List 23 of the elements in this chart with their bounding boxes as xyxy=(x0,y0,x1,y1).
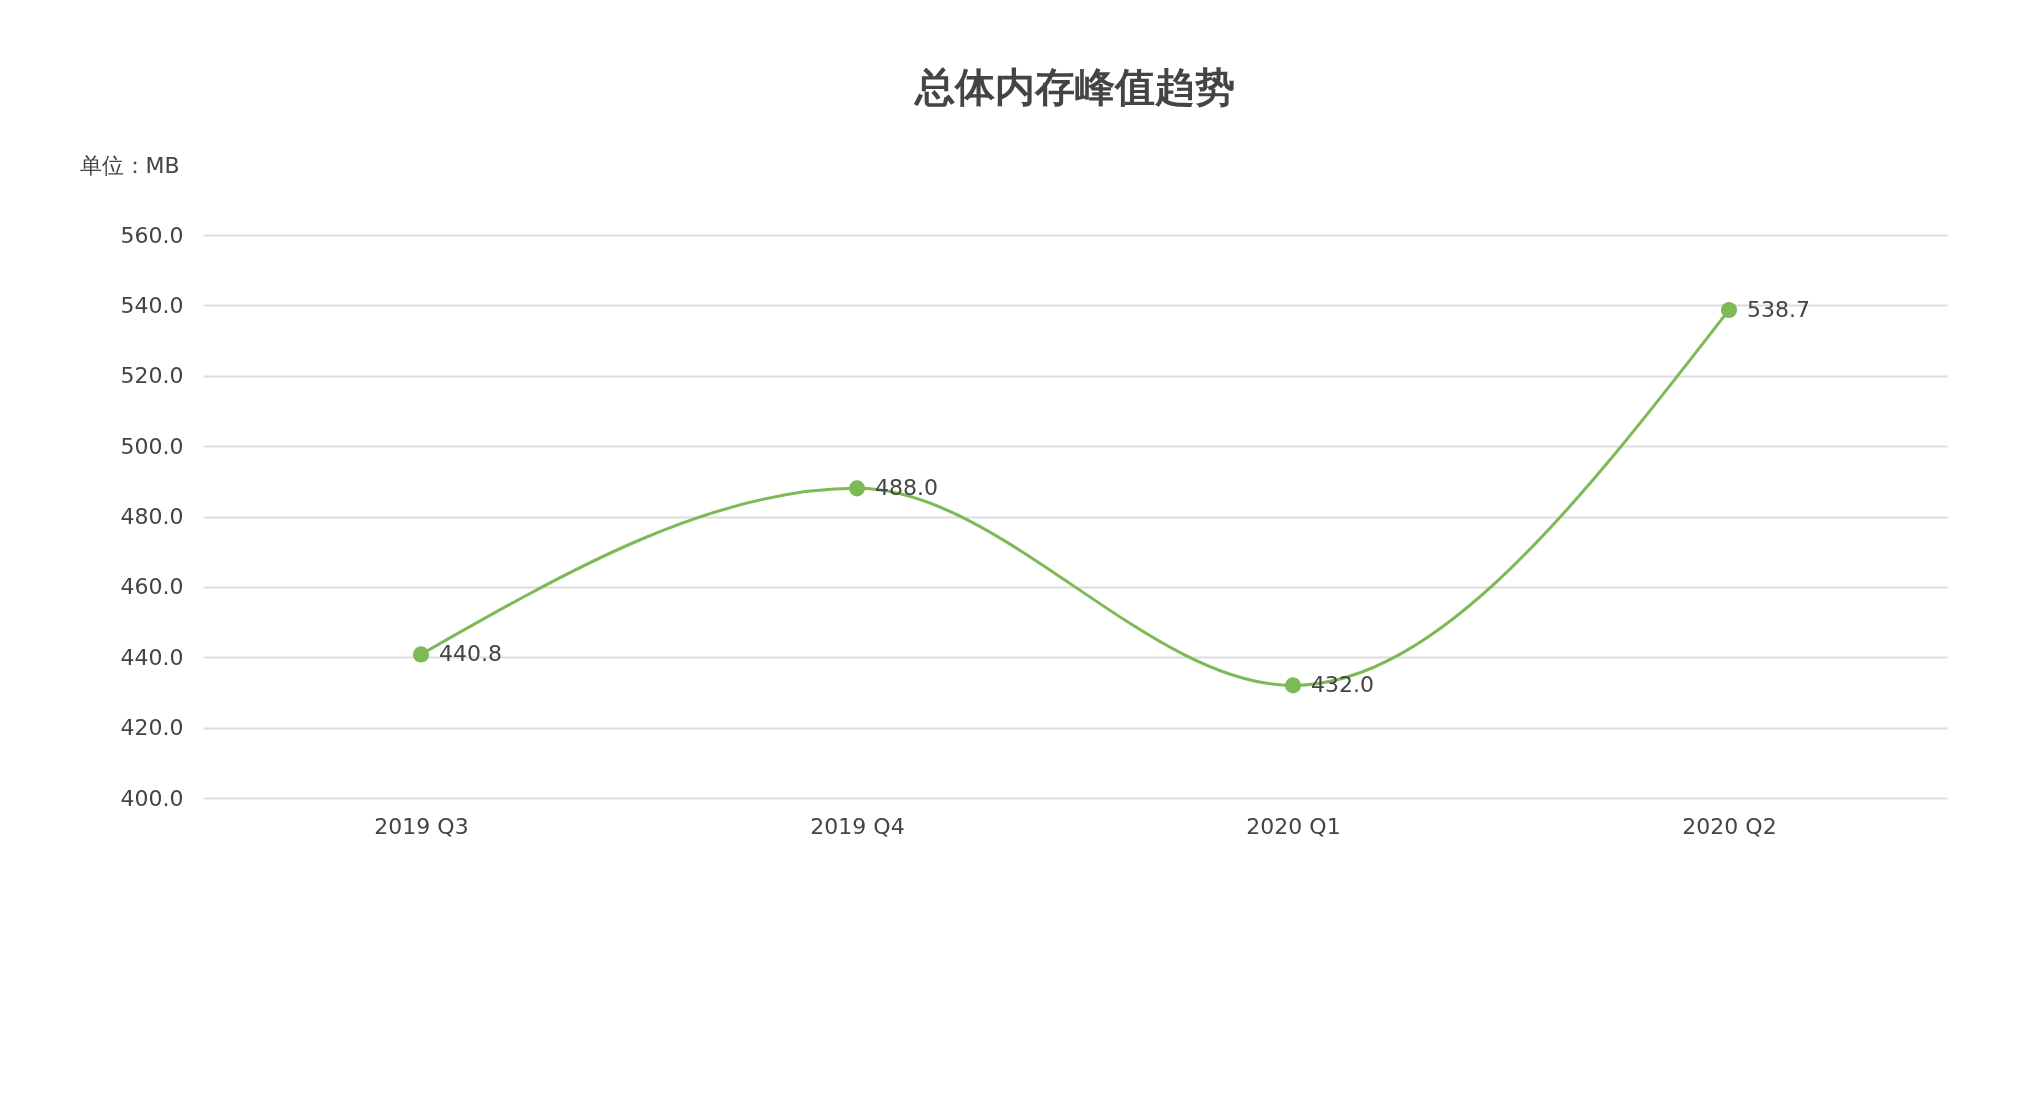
x-tick-label: 2019 Q4 xyxy=(810,813,905,839)
point xyxy=(848,480,866,497)
x-tick-label: 2019 Q3 xyxy=(374,813,469,839)
text: 538.7 xyxy=(1747,296,1810,322)
text: 488.0 xyxy=(875,475,938,501)
y-tick-label: 520.0 xyxy=(120,363,184,389)
y-tick-label: 460.0 xyxy=(120,574,184,600)
point xyxy=(412,646,430,663)
y-tick-label: 560.0 xyxy=(120,222,184,248)
y-axis-title: 单位：MB xyxy=(79,152,180,178)
y-tick-label: 540.0 xyxy=(120,292,184,318)
y-tick-label: 500.0 xyxy=(120,433,184,459)
point xyxy=(1720,301,1738,318)
y-tick-label: 480.0 xyxy=(120,504,184,529)
y-tick-label: 440.0 xyxy=(120,644,184,670)
y-tick-label: 400.0 xyxy=(120,785,184,811)
y-tick-label: 420.0 xyxy=(120,715,184,741)
x-tick-label: 2020 Q1 xyxy=(1246,813,1341,839)
text: 432.0 xyxy=(1311,672,1374,698)
x-tick-label: 2020 Q2 xyxy=(1682,813,1777,839)
text: 440.8 xyxy=(439,641,502,667)
point xyxy=(1284,677,1302,694)
chart-title: 总体内存峰值趋势 xyxy=(913,64,1235,110)
